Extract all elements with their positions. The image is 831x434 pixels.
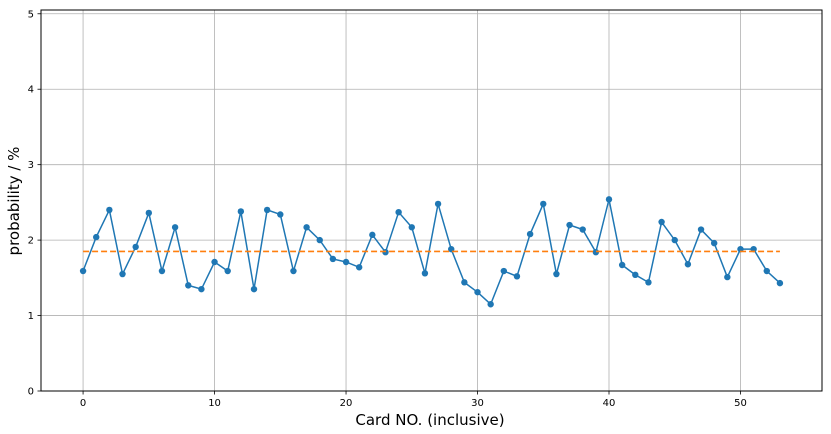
data-point [763,267,770,275]
y-tick-label: 3 [28,160,34,171]
data-point [408,224,415,231]
y-tick-label: 4 [28,85,34,96]
data-point [250,285,258,293]
data-point [277,211,284,218]
x-tick-label: 10 [208,398,221,409]
data-point [158,267,166,275]
data-point [566,221,573,229]
data-point [434,200,442,208]
data-point [461,279,468,286]
data-point [329,255,337,263]
data-point [132,243,139,251]
data-point [106,206,113,214]
y-tick-label: 5 [28,9,34,20]
data-point [355,264,363,271]
data-point [474,288,481,296]
data-point [119,270,126,278]
data-point [263,206,271,214]
data-point [579,226,586,233]
data-point [776,279,784,287]
data-point [316,236,323,244]
data-point [671,236,678,244]
ticks: 0 10 20 30 40 50 0 1 2 3 4 5 [28,9,747,409]
x-tick-label: 50 [734,398,747,409]
data-point [697,226,705,233]
data-point [487,301,494,308]
series-layer [79,196,784,308]
data-point [224,267,231,275]
data-point [93,233,100,241]
data-point [658,218,665,226]
data-point [342,258,350,266]
data-point [303,224,310,231]
data-point [684,261,692,268]
data-point [710,239,718,247]
grid [41,10,822,392]
y-tick-label: 2 [28,236,34,247]
x-tick-label: 30 [471,398,484,409]
plot-frame [40,9,823,392]
data-point [145,209,153,217]
data-point [618,261,626,269]
data-point [540,200,547,208]
data-point [592,248,600,256]
data-point [553,270,560,278]
data-point [198,285,205,293]
data-point [290,267,297,275]
data-point [645,279,652,286]
data-point [605,196,613,203]
data-point [395,208,402,216]
data-point [211,258,218,266]
x-tick-label: 40 [603,398,616,409]
data-point [632,271,639,279]
data-point [513,273,521,280]
data-point [237,208,245,215]
data-point [369,231,376,239]
data-point [79,267,87,275]
x-tick-label: 0 [80,398,86,409]
x-tick-label: 20 [340,398,353,409]
data-point [526,230,534,238]
y-tick-label: 0 [28,387,34,398]
data-point [500,267,508,275]
y-tick-label: 1 [28,311,34,322]
data-point [171,224,179,231]
data-point [421,270,429,277]
y-axis-label: probability / % [5,147,23,256]
data-point [185,282,192,289]
data-point [724,273,731,281]
x-axis-label: Card NO. (inclusive) [355,411,504,429]
